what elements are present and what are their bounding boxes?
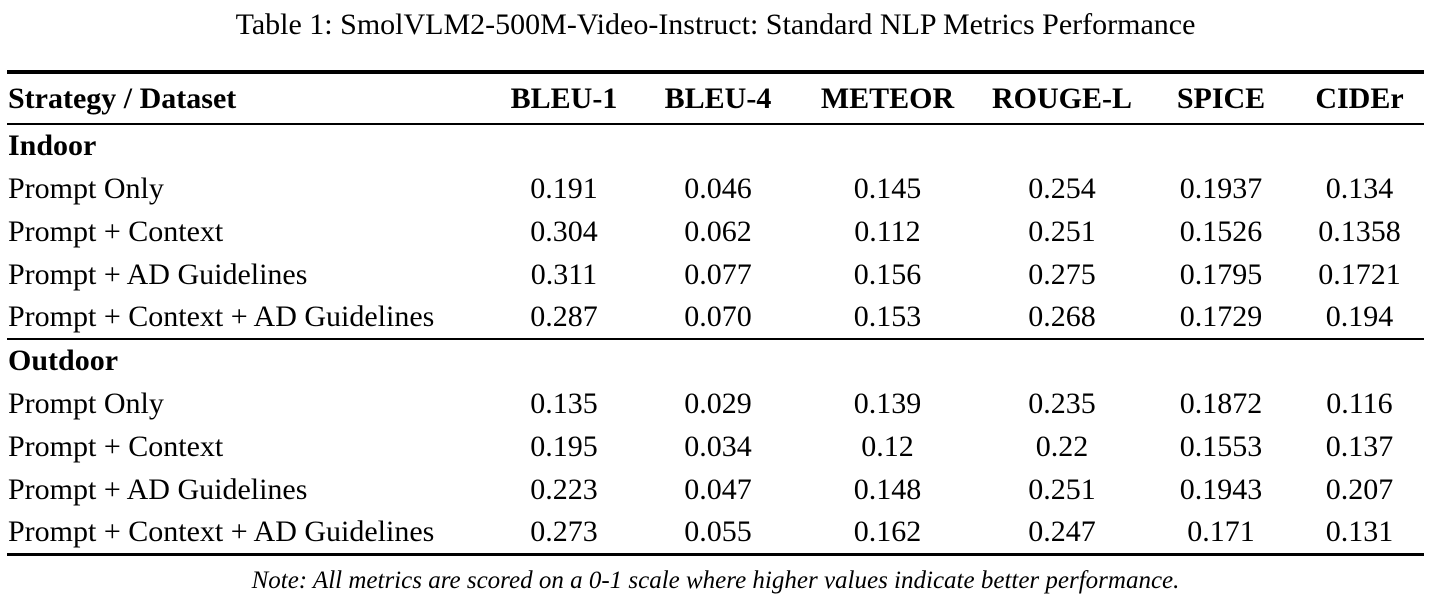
metric-value: 0.134: [1325, 171, 1394, 205]
metric-value: 0.070: [684, 300, 752, 333]
metric-value: 0.268: [1028, 300, 1096, 333]
metric-value: 0.1729: [1179, 300, 1263, 333]
table-row: Prompt + Context 0.195 0.034 0.12 0.22 0.1553…: [7, 425, 1424, 468]
table-header: Strategy / Dataset BLEU-1 BLEU-4 METEOR ROUG…: [7, 72, 1424, 124]
column-header-spice: SPICE: [1176, 81, 1266, 115]
row-label: Prompt + Context + AD Guidelines: [8, 514, 435, 548]
metric-value: 0.207: [1325, 472, 1394, 506]
metric-value: 0.135: [530, 386, 598, 420]
nlp-metrics-table: Strategy / Dataset BLEU-1 BLEU-4 METEOR ROUG…: [7, 70, 1424, 556]
section-row-outdoor: Outdoor: [7, 339, 1424, 382]
metric-value: 0.153: [853, 300, 922, 333]
table-row: Prompt Only 0.135 0.029 0.139 0.235 0.1872 0.1…: [7, 382, 1424, 425]
table-row: Prompt Only 0.191 0.046 0.145 0.254 0.1937 0.1…: [7, 167, 1424, 210]
row-label: Prompt + AD Guidelines: [8, 472, 308, 506]
metric-value: 0.137: [1325, 429, 1394, 463]
metric-value: 0.1721: [1318, 257, 1401, 291]
row-label: Prompt + Context + AD Guidelines: [8, 300, 435, 333]
table-row: Prompt + Context 0.304 0.062 0.112 0.251 0.15…: [7, 210, 1424, 253]
table-body: Indoor Prompt Only 0.191 0.046 0.145 0.254 0.1…: [7, 124, 1424, 554]
section-label: Outdoor: [8, 344, 119, 377]
metric-value: 0.22: [1035, 429, 1089, 463]
section-label: Indoor: [8, 129, 97, 162]
column-header-meteor: METEOR: [820, 81, 955, 115]
column-header-strategy-dataset: Strategy / Dataset: [8, 81, 237, 115]
metric-value: 0.047: [684, 472, 752, 506]
metric-value: 0.112: [854, 214, 921, 248]
column-header-rouge-l: ROUGE-L: [991, 81, 1132, 115]
metric-value: 0.055: [684, 514, 752, 548]
metric-value: 0.304: [530, 214, 598, 248]
metric-value: 0.148: [853, 472, 922, 506]
metric-value: 0.1795: [1179, 257, 1263, 291]
metric-value: 0.287: [530, 300, 598, 333]
metric-value: 0.1937: [1179, 171, 1263, 205]
table-note: Note: All metrics are scored on a 0-1 sc…: [251, 566, 1180, 594]
row-label: Prompt Only: [8, 386, 164, 420]
metric-value: 0.1358: [1318, 214, 1401, 248]
metric-value: 0.1872: [1179, 386, 1263, 420]
metric-value: 0.046: [684, 171, 752, 205]
metric-value: 0.139: [853, 386, 922, 420]
row-label: Prompt + Context: [8, 214, 224, 248]
metric-value: 0.029: [684, 386, 752, 420]
row-label: Prompt + Context: [8, 429, 224, 463]
row-label: Prompt Only: [8, 171, 164, 205]
metric-value: 0.273: [530, 514, 598, 548]
metric-value: 0.254: [1028, 171, 1096, 205]
metric-value: 0.131: [1325, 514, 1394, 548]
metric-value: 0.1943: [1179, 472, 1263, 506]
metric-value: 0.223: [530, 472, 598, 506]
metric-value: 0.12: [861, 429, 914, 463]
metric-value: 0.194: [1325, 300, 1394, 333]
metric-value: 0.191: [530, 171, 598, 205]
metric-value: 0.156: [853, 257, 922, 291]
metric-value: 0.275: [1028, 257, 1096, 291]
metric-value: 0.251: [1028, 214, 1096, 248]
metric-value: 0.247: [1028, 514, 1096, 548]
metric-value: 0.077: [684, 257, 752, 291]
metric-value: 0.311: [530, 257, 598, 291]
metric-value: 0.195: [530, 429, 598, 463]
metric-value: 0.062: [684, 214, 752, 248]
table-row: Prompt + AD Guidelines 0.311 0.077 0.156 0.2…: [7, 253, 1424, 296]
metric-value: 0.235: [1028, 386, 1096, 420]
metric-value: 0.162: [853, 514, 922, 548]
metric-value: 0.1526: [1179, 214, 1263, 248]
metric-value: 0.034: [684, 429, 752, 463]
column-header-bleu-4: BLEU-4: [664, 81, 772, 115]
table-caption: Table 1: SmolVLM2-500M-Video-Instruct: S…: [235, 8, 1196, 41]
table-row: Prompt + Context + AD Guidelines 0.273 0.0…: [7, 511, 1424, 554]
column-header-cider: CIDEr: [1315, 81, 1404, 115]
section-row-indoor: Indoor: [7, 124, 1424, 167]
header-row: Strategy / Dataset BLEU-1 BLEU-4 METEOR ROUG…: [7, 72, 1424, 124]
table-row: Prompt + AD Guidelines 0.223 0.047 0.148 0.2…: [7, 468, 1424, 511]
metric-value: 0.251: [1028, 472, 1096, 506]
metric-value: 0.171: [1187, 514, 1255, 548]
metric-value: 0.116: [1326, 386, 1393, 420]
metric-value: 0.145: [853, 171, 922, 205]
row-label: Prompt + AD Guidelines: [8, 257, 308, 291]
metric-value: 0.1553: [1179, 429, 1263, 463]
column-header-bleu-1: BLEU-1: [510, 81, 618, 115]
table-row: Prompt + Context + AD Guidelines 0.287 0.0…: [7, 296, 1424, 339]
